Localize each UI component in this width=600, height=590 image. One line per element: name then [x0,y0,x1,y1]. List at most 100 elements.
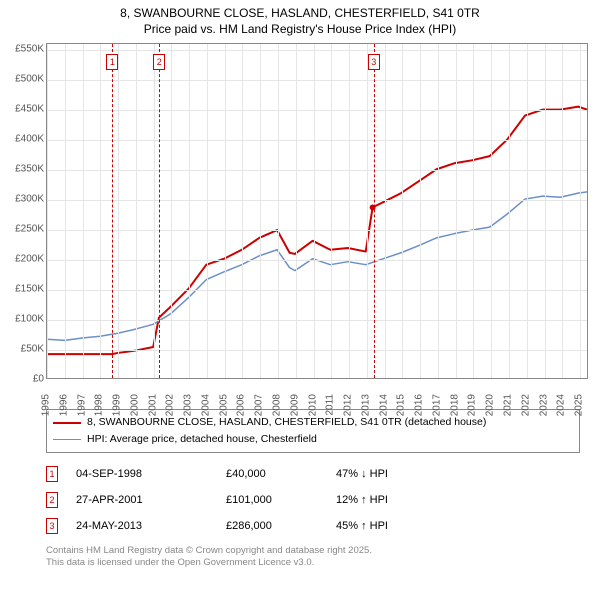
gridline-v [385,44,386,378]
gridline-h [47,320,587,321]
gridline-v [491,44,492,378]
sale-marker-line [112,44,113,378]
legend-label: 8, SWANBOURNE CLOSE, HASLAND, CHESTERFIE… [87,414,486,431]
x-tick-label: 2002 [165,394,176,416]
gridline-v [580,44,581,378]
gridline-v [154,44,155,378]
gridline-v [527,44,528,378]
x-tick-label: 2021 [503,394,514,416]
sale-date: 04-SEP-1998 [76,468,226,480]
y-tick-label: £50K [8,344,44,355]
gridline-h [47,290,587,291]
sale-delta: 45% ↑ HPI [336,520,388,532]
x-tick-label: 1997 [76,394,87,416]
footer-line-2: This data is licensed under the Open Gov… [46,557,580,569]
title-line-2: Price paid vs. HM Land Registry's House … [0,22,600,38]
y-tick-label: £0 [8,374,44,385]
x-tick-label: 2008 [272,394,283,416]
y-tick-label: £200K [8,254,44,265]
x-tick-label: 2013 [360,394,371,416]
line-layer [47,44,587,378]
y-tick-label: £450K [8,104,44,115]
sale-date: 24-MAY-2013 [76,520,226,532]
gridline-h [47,140,587,141]
x-tick-label: 2023 [538,394,549,416]
x-tick-label: 2022 [520,394,531,416]
gridline-v [136,44,137,378]
sale-row-marker: 3 [46,518,58,534]
x-tick-label: 2010 [307,394,318,416]
series-hpi [47,192,587,341]
gridline-v [47,44,48,378]
gridline-h [47,350,587,351]
sale-marker-box: 1 [106,54,118,70]
gridline-v [331,44,332,378]
gridline-v [83,44,84,378]
x-tick-label: 2015 [396,394,407,416]
x-tick-label: 2009 [289,394,300,416]
x-tick-label: 2025 [574,394,585,416]
sale-row-marker: 2 [46,492,58,508]
gridline-v [456,44,457,378]
x-tick-label: 2017 [431,394,442,416]
sale-row-marker: 1 [46,466,58,482]
legend-label: HPI: Average price, detached house, Ches… [87,431,317,448]
sale-marker-line [374,44,375,378]
gridline-v [296,44,297,378]
x-tick-label: 2004 [200,394,211,416]
x-tick-label: 2005 [218,394,229,416]
gridline-h [47,80,587,81]
gridline-h [47,260,587,261]
y-tick-label: £250K [8,224,44,235]
x-tick-label: 2000 [129,394,140,416]
gridline-v [562,44,563,378]
sale-row: 227-APR-2001£101,00012% ↑ HPI [46,487,580,513]
sale-price: £40,000 [226,468,336,480]
y-tick-label: £150K [8,284,44,295]
plot-area: 1 2 3 [46,43,588,379]
sale-marker-box: 2 [153,54,165,70]
sale-price: £286,000 [226,520,336,532]
x-tick-label: 2018 [449,394,460,416]
gridline-v [402,44,403,378]
y-tick-label: £350K [8,164,44,175]
gridline-v [171,44,172,378]
x-tick-label: 1998 [94,394,105,416]
sale-marker-box: 3 [368,54,380,70]
gridline-h [47,200,587,201]
legend-swatch [53,439,81,440]
y-tick-label: £300K [8,194,44,205]
gridline-v [207,44,208,378]
x-tick-label: 2012 [343,394,354,416]
sales-table: 1 04-SEP-1998£40,00047% ↓ HPI 227-APR-2001… [46,461,580,539]
x-tick-label: 1996 [58,394,69,416]
sale-marker-line [159,44,160,378]
x-tick-label: 2024 [556,394,567,416]
gridline-v [65,44,66,378]
chart-area: 123 £0£50K£100K£150K£200K£250K£300K£350K… [8,43,592,405]
gridline-v [473,44,474,378]
gridline-v [260,44,261,378]
gridline-h [47,230,587,231]
chart-title: 8, SWANBOURNE CLOSE, HASLAND, CHESTERFIE… [0,0,600,39]
x-tick-label: 2016 [414,394,425,416]
gridline-v [278,44,279,378]
y-tick-label: £400K [8,134,44,145]
footer-line-1: Contains HM Land Registry data © Crown c… [46,545,580,557]
sale-price: £101,000 [226,494,336,506]
gridline-h [47,170,587,171]
x-tick-label: 2019 [467,394,478,416]
gridline-v [367,44,368,378]
x-tick-label: 1995 [41,394,52,416]
sale-delta: 47% ↓ HPI [336,468,388,480]
x-tick-label: 2011 [325,394,336,416]
gridline-v [420,44,421,378]
sale-delta: 12% ↑ HPI [336,494,388,506]
gridline-h [47,110,587,111]
y-tick-label: £500K [8,74,44,85]
gridline-v [349,44,350,378]
footer-attribution: Contains HM Land Registry data © Crown c… [46,545,580,570]
x-tick-label: 1999 [112,394,123,416]
chart-container: 8, SWANBOURNE CLOSE, HASLAND, CHESTERFIE… [0,0,600,590]
gridline-v [118,44,119,378]
